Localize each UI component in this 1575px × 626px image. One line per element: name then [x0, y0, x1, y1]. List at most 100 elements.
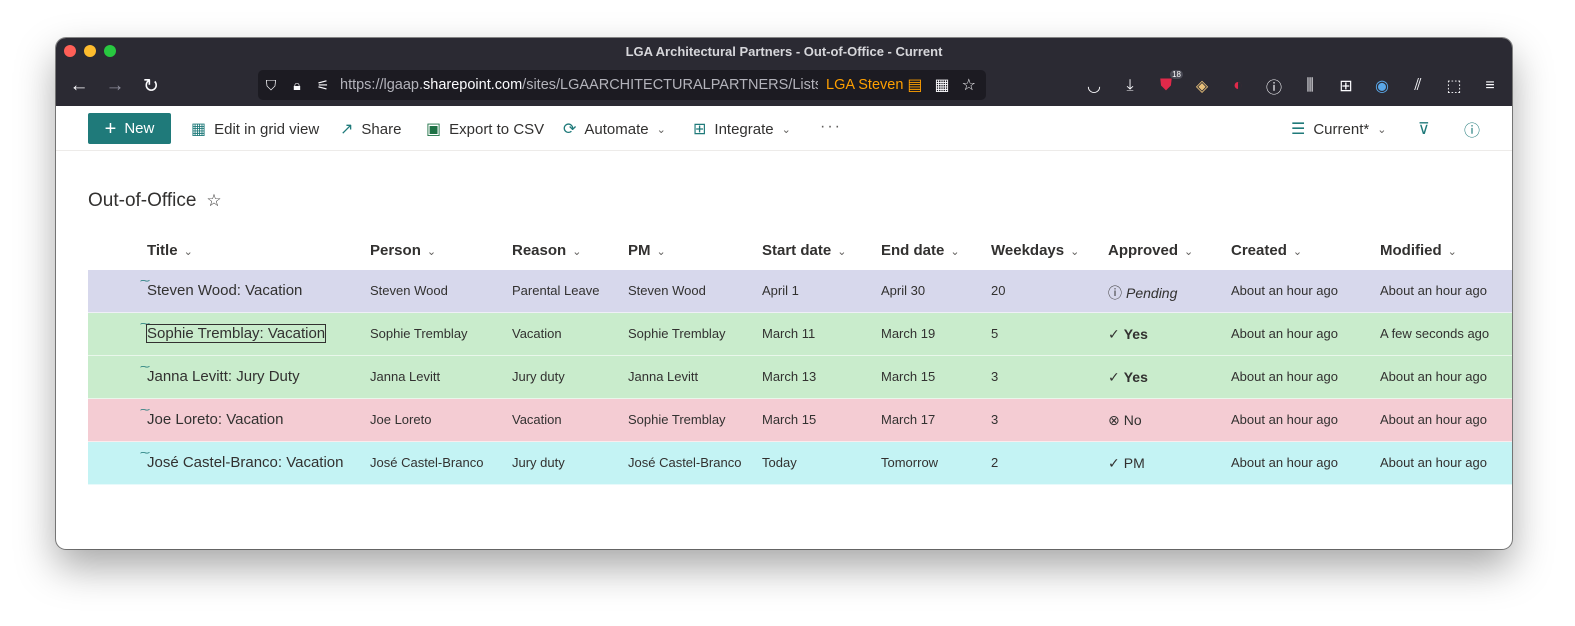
window-title: LGA Architectural Partners - Out-of-Offi… [625, 44, 943, 59]
column-header-end-date[interactable]: End date ⌄ [881, 242, 960, 259]
chevron-down-icon: ⌄ [183, 246, 193, 258]
automate-label: Automate [584, 120, 649, 138]
zoom-window-button[interactable] [104, 45, 116, 57]
row-title[interactable]: Sophie Tremblay: Vacation [145, 324, 327, 343]
new-item-icon: ⁓ [140, 362, 150, 373]
blue-extension-icon[interactable]: ◉ [1375, 78, 1389, 95]
row-title[interactable]: José Castel-Branco: Vacation [147, 454, 344, 471]
row-weekdays: 3 [991, 369, 999, 384]
row-modified: About an hour ago [1380, 369, 1487, 384]
column-header-title[interactable]: Title ⌄ [147, 242, 193, 259]
favorite-star-icon[interactable]: ☆ [206, 191, 222, 210]
hamburger-menu-icon[interactable]: ≡ [1485, 77, 1495, 94]
puzzle-extensions-icon[interactable]: ⬚ [1446, 78, 1462, 95]
page-title: Out-of-Office [88, 190, 197, 211]
chevron-down-icon: ⌄ [950, 246, 960, 258]
approval-status-icon: ⊗ [1108, 412, 1120, 428]
filter-icon: ⊽ [1418, 121, 1430, 138]
row-weekdays: 2 [991, 455, 999, 470]
table-row[interactable]: ⁓ Steven Wood: Vacation Steven Wood Parenta… [88, 270, 1512, 313]
row-modified: A few seconds ago [1380, 326, 1490, 341]
table-row[interactable]: ⁓ Janna Levitt: Jury Duty Janna Levitt Jury… [88, 356, 1512, 399]
library-icon[interactable]: ⫼ [1306, 77, 1314, 94]
automate-button[interactable]: ⟳ Automate ⌄ [563, 118, 666, 140]
column-header-approved[interactable]: Approved ⌄ [1108, 242, 1194, 259]
chevron-down-icon: ⌄ [781, 123, 791, 136]
approval-status-label: PM [1123, 455, 1145, 471]
bookmark-star-icon[interactable]: ☆ [961, 77, 976, 94]
table-header-row: Title ⌄ Person ⌄ Reason ⌄ PM ⌄ Start date ⌄ E… [88, 232, 1512, 270]
qr-code-icon[interactable]: ▦ [934, 77, 950, 94]
row-modified: About an hour ago [1380, 283, 1487, 298]
table-row[interactable]: ⁓ José Castel-Branco: Vacation José Castel… [88, 442, 1512, 485]
pdf-extension-icon[interactable]: ◐ [1233, 77, 1243, 94]
new-button[interactable]: + New [88, 113, 171, 144]
download-icon[interactable]: ⤓ [1126, 77, 1134, 94]
ublock-icon[interactable]: ⛊ 18 [1159, 70, 1183, 94]
row-end-date: March 15 [881, 369, 936, 384]
new-button-label: New [124, 120, 155, 137]
share-button[interactable]: ↗ Share [340, 118, 401, 140]
row-pm: Sophie Tremblay [628, 326, 726, 341]
row-approved: ✓ Yes [1108, 326, 1148, 343]
filter-button[interactable]: ⊽ [1418, 118, 1438, 140]
column-header-pm[interactable]: PM ⌄ [628, 242, 666, 259]
chevron-down-icon: ⌄ [656, 123, 666, 136]
column-header-reason[interactable]: Reason ⌄ [512, 242, 582, 259]
row-approved: ⓘ Pending [1108, 283, 1177, 303]
integrate-button[interactable]: ⊞ Integrate ⌄ [693, 118, 791, 140]
share-icon: ↗ [340, 121, 354, 138]
lock-icon[interactable]: 🔒︎ [293, 76, 301, 93]
row-pm: Sophie Tremblay [628, 412, 726, 427]
row-person: Joe Loreto [370, 412, 432, 427]
container-tab-label[interactable]: LGA Steven [826, 77, 904, 93]
excel-icon: ▣ [426, 121, 442, 138]
command-bar: + New ▦ Edit in grid view ↗ Share ▣ Expo… [56, 106, 1512, 151]
shield-icon[interactable]: ⛉ [265, 76, 277, 93]
column-header-start-date[interactable]: Start date ⌄ [762, 242, 847, 259]
table-row[interactable]: ⁓ Joe Loreto: Vacation Joe Loreto Vacation S… [88, 399, 1512, 442]
edit-grid-view-button[interactable]: ▦ Edit in grid view [191, 118, 319, 140]
approval-status-icon: ✓ [1108, 326, 1120, 342]
row-reason: Jury duty [512, 369, 565, 384]
approval-status-icon: ✓ [1108, 455, 1120, 471]
browser-toolbar: ← → ↻ ⛉ 🔒︎ ⚟ https://lgaap.sharepoint.co… [56, 64, 1512, 106]
address-bar[interactable]: ⛉ 🔒︎ ⚟ https://lgaap.sharepoint.com/site… [258, 70, 986, 100]
chevron-down-icon: ⌄ [1184, 246, 1194, 258]
extensions-grid-icon[interactable]: ⊞ [1339, 78, 1353, 95]
share-label: Share [361, 120, 402, 138]
column-header-created[interactable]: Created ⌄ [1231, 242, 1303, 259]
column-header-person[interactable]: Person ⌄ [370, 242, 437, 259]
extension-badge: 18 [1170, 70, 1183, 79]
info-pane-button[interactable]: ⓘ [1464, 118, 1488, 140]
reload-icon[interactable]: ↻ [143, 75, 159, 97]
row-person: Sophie Tremblay [370, 326, 468, 341]
approval-status-label: No [1123, 412, 1142, 428]
export-csv-button[interactable]: ▣ Export to CSV [426, 118, 544, 140]
info-extension-icon[interactable]: ⓘ [1265, 80, 1282, 97]
info-icon: ⓘ [1464, 123, 1481, 140]
forward-arrow-icon[interactable]: → [105, 75, 125, 96]
row-title[interactable]: Steven Wood: Vacation [147, 282, 303, 299]
table-row[interactable]: ⁓ Sophie Tremblay: Vacation Sophie Trembla… [88, 313, 1512, 356]
row-start-date: April 1 [762, 283, 799, 298]
chevron-down-icon: ⌄ [1070, 246, 1080, 258]
permissions-icon[interactable]: ⚟ [316, 76, 330, 93]
column-header-modified[interactable]: Modified ⌄ [1380, 242, 1457, 259]
extension-icon[interactable]: ◈ [1195, 78, 1209, 95]
export-label: Export to CSV [449, 120, 545, 138]
minimize-window-button[interactable] [84, 45, 96, 57]
row-title[interactable]: Joe Loreto: Vacation [147, 411, 284, 428]
more-options-icon[interactable]: ··· [820, 118, 842, 135]
view-selector[interactable]: ☰ Current* ⌄ [1291, 118, 1386, 140]
reader-icon[interactable]: ⫽ [1414, 77, 1422, 94]
row-modified: About an hour ago [1380, 412, 1487, 427]
pocket-icon[interactable]: ◡ [1087, 78, 1101, 95]
close-window-button[interactable] [64, 45, 76, 57]
url-text[interactable]: https://lgaap.sharepoint.com/sites/LGAAR… [340, 77, 818, 93]
column-header-weekdays[interactable]: Weekdays ⌄ [991, 242, 1080, 259]
row-reason: Parental Leave [512, 283, 600, 298]
back-arrow-icon[interactable]: ← [69, 75, 89, 96]
row-title[interactable]: Janna Levitt: Jury Duty [147, 368, 300, 385]
chevron-down-icon: ⌄ [656, 246, 666, 258]
